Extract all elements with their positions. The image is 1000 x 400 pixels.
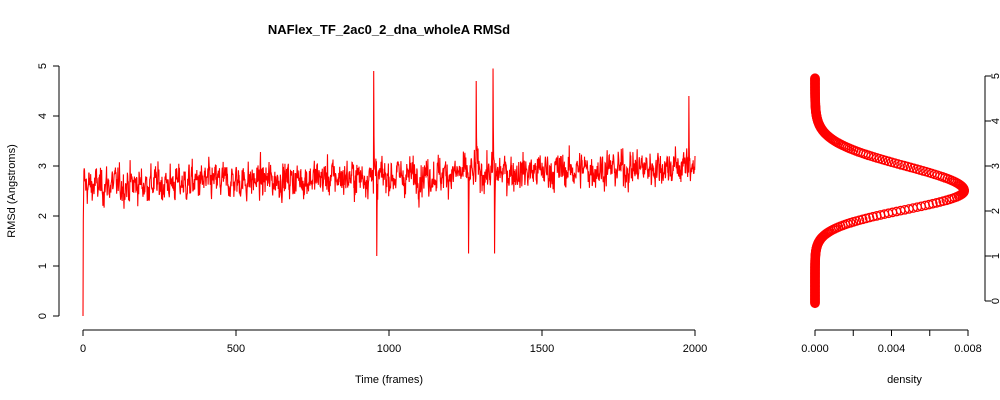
density-x-tick-label: 0.008 [954, 343, 982, 355]
chart-title: NAFlex_TF_2ac0_2_dna_wholeA RMSd [268, 22, 510, 37]
rmsd-density-plot: 0.000 0.004 0.008 density 0 1 2 3 4 5 [801, 73, 1000, 386]
y-tick-label: 1 [37, 263, 49, 269]
density-x-tick-label: 0.000 [801, 343, 829, 355]
x-tick-label: 2000 [683, 343, 707, 355]
density-y-tick-label: 4 [990, 118, 1000, 124]
y-tick-label: 5 [37, 63, 49, 69]
x-tick-label: 0 [80, 343, 86, 355]
y-tick-label: 4 [37, 113, 49, 119]
x-tick-label: 1000 [377, 343, 401, 355]
density-y-tick-label: 3 [990, 163, 1000, 169]
density-y-tick-label: 5 [990, 73, 1000, 79]
density-y-tick-label: 2 [990, 208, 1000, 214]
density-point [927, 198, 938, 209]
density-y-tick-label: 1 [990, 253, 1000, 259]
x-tick-label: 1500 [530, 343, 554, 355]
rmsd-time-series-plot: 0 500 1000 1500 2000 Time (frames) 0 1 2 3 4 5 RMSd … [6, 63, 707, 386]
y-tick-label: 0 [37, 313, 49, 319]
density-point [924, 199, 934, 210]
y-tick-label: 3 [37, 163, 49, 169]
x-axis-title: Time (frames) [355, 374, 423, 386]
density-point [810, 73, 820, 84]
density-y-tick-label: 0 [990, 298, 1000, 304]
y-tick-label: 2 [37, 213, 49, 219]
rmsd-series-line [82, 68, 696, 317]
density-x-axis-title: density [887, 374, 922, 386]
x-tick-label: 500 [227, 343, 245, 355]
density-x-tick-label: 0.004 [878, 343, 906, 355]
density-point [864, 212, 875, 223]
y-axis-title: RMSd (Angstroms) [6, 144, 18, 238]
